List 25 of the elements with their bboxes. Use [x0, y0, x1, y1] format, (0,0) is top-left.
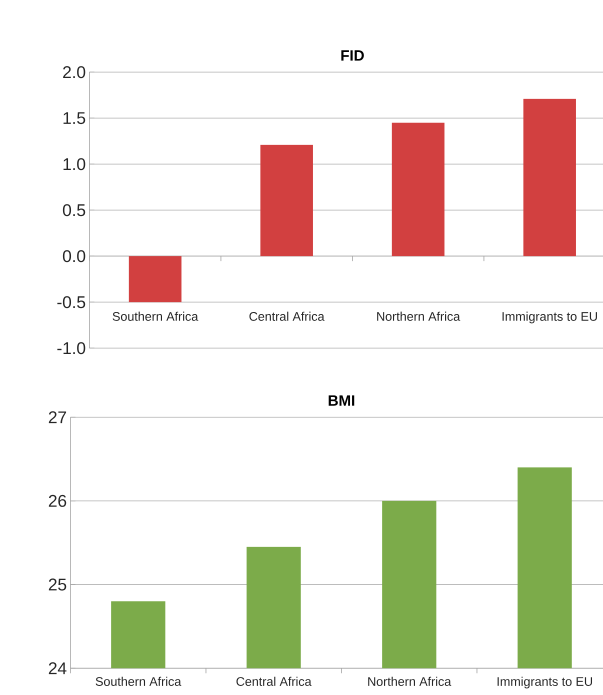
chart-title: FID [341, 50, 364, 61]
x-tick-label: Southern Africa [112, 312, 198, 321]
bar [128, 256, 182, 302]
x-tick-label: Central Africa [249, 312, 325, 321]
y-tick-label: 24 [48, 662, 66, 674]
bar [523, 98, 576, 256]
y-tick-label: 27 [48, 411, 66, 424]
bar [260, 144, 313, 256]
x-tick-label: Central Africa [236, 676, 312, 686]
y-tick-label: -1.0 [57, 342, 86, 354]
y-tick-label: 0.5 [62, 204, 86, 216]
x-tick-label: Southern Africa [96, 676, 182, 686]
y-tick-label: 25 [48, 578, 66, 591]
y-tick-label: 1.5 [64, 112, 86, 124]
y-tick-label: -0.5 [57, 296, 86, 308]
x-tick-label: Northern Africa [368, 676, 452, 686]
y-tick-label: 0.0 [62, 250, 86, 262]
bar [392, 122, 444, 256]
y-tick-label: 26 [48, 494, 66, 507]
x-tick-label: Immigrants to EU [498, 676, 592, 688]
x-tick-label: Northern Africa [377, 312, 460, 321]
y-tick-label: 1.0 [64, 158, 86, 170]
x-tick-label: Immigrants to EU [502, 312, 597, 324]
y-tick-label: 2.0 [63, 66, 86, 78]
chart-title: BMI [328, 395, 354, 406]
